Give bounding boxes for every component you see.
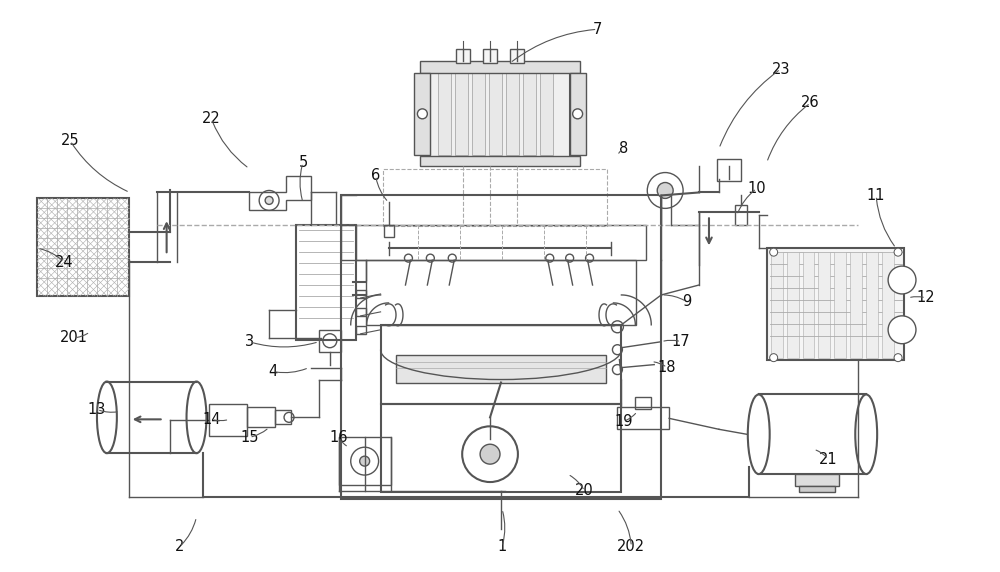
Circle shape (888, 266, 916, 294)
Text: 22: 22 (202, 112, 221, 126)
Text: 8: 8 (619, 141, 628, 156)
Bar (381, 325, 621, 404)
Text: 5: 5 (298, 155, 308, 170)
Circle shape (894, 353, 902, 362)
Text: 16: 16 (330, 430, 348, 445)
Bar (717, 158, 741, 181)
Bar (617, 407, 669, 430)
Text: 14: 14 (202, 412, 221, 427)
Text: 12: 12 (917, 291, 935, 305)
Bar (510, 49, 524, 63)
Bar (489, 73, 502, 154)
Bar (540, 73, 553, 154)
Bar (767, 248, 904, 360)
Text: 11: 11 (867, 188, 885, 203)
Bar (635, 398, 651, 410)
Bar (882, 252, 894, 358)
Bar (850, 252, 862, 358)
Text: 17: 17 (672, 334, 690, 349)
Text: 202: 202 (617, 539, 645, 554)
Bar (472, 73, 485, 154)
Bar (383, 169, 607, 227)
Text: 15: 15 (240, 430, 258, 445)
Bar (356, 225, 646, 260)
Circle shape (360, 456, 370, 466)
Circle shape (894, 248, 902, 256)
Text: 3: 3 (245, 334, 254, 349)
Bar (438, 73, 451, 154)
Circle shape (770, 248, 778, 256)
Bar (456, 49, 470, 63)
Text: 7: 7 (593, 22, 602, 37)
Bar (356, 308, 366, 316)
Bar (735, 205, 747, 225)
Bar (506, 73, 519, 154)
Bar (366, 260, 636, 325)
Bar (430, 69, 570, 158)
Text: 13: 13 (88, 402, 106, 417)
Bar (420, 156, 580, 165)
Text: 6: 6 (371, 168, 380, 183)
Bar (420, 61, 580, 73)
Circle shape (417, 109, 427, 119)
Text: 9: 9 (682, 295, 692, 309)
Circle shape (573, 109, 583, 119)
Text: 2: 2 (175, 539, 184, 554)
Bar (209, 404, 247, 436)
Bar (381, 404, 621, 492)
Bar (455, 73, 468, 154)
Bar (570, 73, 586, 154)
Text: 10: 10 (747, 181, 766, 196)
Circle shape (480, 444, 500, 464)
Bar (414, 73, 430, 154)
Bar (523, 73, 536, 154)
Bar (771, 252, 783, 358)
Circle shape (770, 353, 778, 362)
Bar (339, 437, 391, 485)
Text: 201: 201 (60, 330, 88, 345)
Bar (396, 355, 606, 383)
Bar (275, 410, 291, 424)
Bar (787, 252, 799, 358)
Text: 23: 23 (771, 62, 790, 77)
Text: 24: 24 (55, 255, 73, 269)
Circle shape (657, 182, 673, 198)
Circle shape (265, 196, 273, 204)
Text: 18: 18 (658, 360, 676, 375)
Bar (818, 252, 830, 358)
Bar (384, 225, 394, 237)
Bar (296, 225, 356, 340)
Bar (356, 326, 366, 334)
Text: 4: 4 (268, 364, 278, 379)
Text: 21: 21 (819, 452, 838, 467)
Circle shape (888, 316, 916, 344)
Text: 19: 19 (614, 414, 633, 429)
Bar (37, 198, 129, 296)
Bar (803, 252, 814, 358)
Text: 26: 26 (801, 96, 820, 110)
Bar (834, 252, 846, 358)
Bar (341, 196, 661, 499)
Bar (247, 407, 275, 427)
Text: 1: 1 (497, 539, 507, 554)
Bar (319, 330, 341, 352)
Text: 20: 20 (575, 483, 594, 499)
Bar (799, 486, 835, 492)
Bar (866, 252, 878, 358)
Bar (356, 290, 366, 298)
Bar (795, 474, 839, 486)
Text: 25: 25 (61, 133, 79, 148)
Bar (483, 49, 497, 63)
